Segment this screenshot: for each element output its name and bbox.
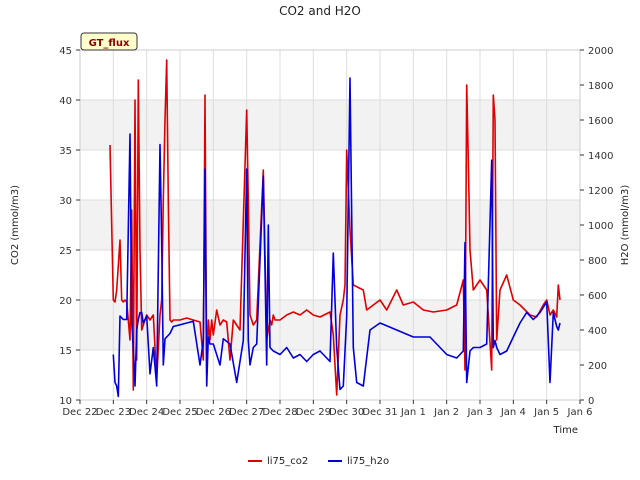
right-tick-label-5: 1000 bbox=[588, 221, 613, 232]
badge: GT_flux bbox=[80, 32, 138, 51]
x-tick-label-13: Jan 4 bbox=[500, 407, 526, 418]
x-tick-label-5: Dec 27 bbox=[229, 407, 264, 418]
x-tick-label-7: Dec 29 bbox=[296, 407, 331, 418]
left-tick-label-5: 35 bbox=[59, 146, 72, 157]
axes: 10 15 20 25 30 35 40 45 0 200 400 600 800 1000 1200 140… bbox=[59, 46, 613, 418]
legend: li75_co2 li75_h2o bbox=[248, 456, 389, 467]
left-tick-label-4: 30 bbox=[59, 196, 72, 207]
x-tick-label-3: Dec 25 bbox=[162, 407, 197, 418]
legend-label-h2o: li75_h2o bbox=[347, 456, 389, 467]
chart-title: CO2 and H2O bbox=[279, 4, 361, 18]
x-tick-label-0: Dec 22 bbox=[62, 407, 97, 418]
x-tick-label-4: Dec 26 bbox=[196, 407, 231, 418]
badge-label: GT_flux bbox=[89, 38, 130, 49]
right-tick-label-2: 400 bbox=[588, 326, 607, 337]
x-tick-label-12: Jan 3 bbox=[467, 407, 493, 418]
x-axis-label: Time bbox=[553, 425, 578, 436]
right-tick-label-4: 800 bbox=[588, 256, 607, 267]
series-layer bbox=[109, 59, 561, 398]
right-tick-label-10: 2000 bbox=[588, 46, 613, 57]
band-2 bbox=[80, 100, 580, 150]
x-tick-label-11: Jan 2 bbox=[433, 407, 459, 418]
left-tick-label-3: 25 bbox=[59, 246, 72, 257]
band-1 bbox=[80, 200, 580, 250]
left-tick-label-0: 10 bbox=[59, 396, 72, 407]
y-axis-label-right: H2O (mmol/m3) bbox=[620, 185, 631, 266]
right-tick-label-9: 1800 bbox=[588, 81, 613, 92]
y-axis-label-left: CO2 (mmol/m3) bbox=[10, 185, 21, 265]
x-tick-label-2: Dec 24 bbox=[129, 407, 164, 418]
x-tick-label-1: Dec 23 bbox=[96, 407, 131, 418]
badge-box bbox=[80, 32, 138, 51]
left-tick-label-1: 15 bbox=[59, 346, 72, 357]
right-tick-label-8: 1600 bbox=[588, 116, 613, 127]
series-line-li75_h2o bbox=[112, 77, 561, 398]
right-tick-label-1: 200 bbox=[588, 361, 607, 372]
right-tick-label-7: 1400 bbox=[588, 151, 613, 162]
right-tick-label-3: 600 bbox=[588, 291, 607, 302]
legend-label-co2: li75_co2 bbox=[267, 456, 308, 467]
x-tick-label-10: Jan 1 bbox=[400, 407, 426, 418]
x-tick-label-9: Dec 31 bbox=[362, 407, 397, 418]
x-tick-label-15: Jan 6 bbox=[567, 407, 593, 418]
left-tick-label-2: 20 bbox=[59, 296, 72, 307]
x-tick-label-6: Dec 28 bbox=[262, 407, 297, 418]
x-tick-label-8: Dec 30 bbox=[329, 407, 364, 418]
right-tick-label-0: 0 bbox=[588, 396, 594, 407]
left-tick-label-6: 40 bbox=[59, 96, 72, 107]
right-tick-label-6: 1200 bbox=[588, 186, 613, 197]
x-tick-label-14: Jan 5 bbox=[533, 407, 559, 418]
left-tick-label-7: 45 bbox=[59, 46, 72, 57]
